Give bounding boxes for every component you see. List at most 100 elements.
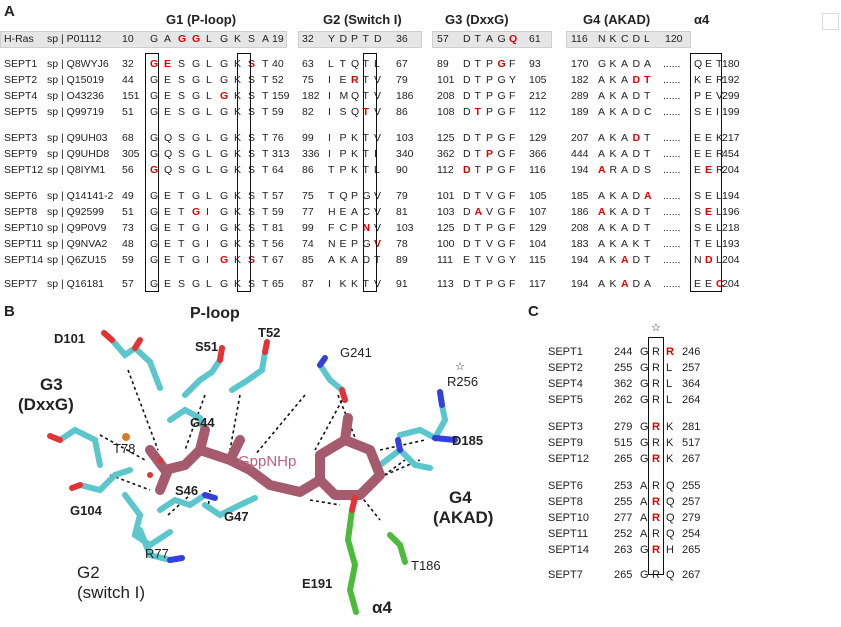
g1-residue: G	[192, 206, 201, 218]
gap-dots: ......	[663, 222, 681, 234]
g3-end: 129	[529, 132, 547, 144]
alpha4-residue: L	[716, 206, 722, 218]
g2-start: 75	[302, 190, 314, 202]
panel-c-row: SEPT8 255 A R Q 257	[548, 494, 700, 510]
alignment-row: SEPT11 sp | Q9NVA2 48 G E T G I G K S T 56 74 N E P G V 78 1…	[0, 237, 841, 251]
g3-residue: T	[474, 222, 481, 234]
g4-residue: A	[598, 148, 606, 160]
g1-residue: E	[164, 254, 172, 266]
end-number: 257	[682, 496, 701, 508]
label-r77: R77	[145, 546, 169, 561]
g3-residue: D	[463, 90, 471, 102]
g1-residue: Q	[164, 164, 173, 176]
g1-start: 32	[122, 58, 134, 70]
hras-g3-residue: T	[474, 33, 481, 45]
g3-start: 101	[437, 74, 455, 86]
g2-residue: V	[374, 222, 382, 234]
hras-g1-start: 10	[122, 33, 134, 45]
accession: sp | Q8IYM1	[47, 164, 106, 176]
g2-residue: Q	[351, 106, 360, 118]
g4-title: G4 (AKAD)	[583, 12, 651, 27]
g1-residue: S	[248, 164, 256, 176]
g1-residue: G	[192, 74, 201, 86]
g1-residue: G	[150, 206, 159, 218]
start-number: 263	[614, 544, 633, 556]
g1-residue: G	[192, 90, 201, 102]
g4-residue: R	[609, 164, 618, 176]
g1-residue: T	[262, 132, 269, 144]
accession: sp | Q14141-2	[47, 190, 114, 202]
g1-residue: S	[178, 164, 186, 176]
g1-end: 313	[272, 148, 290, 160]
g4-residue: K	[609, 190, 617, 202]
accession: sp | Q9NVA2	[47, 238, 108, 250]
alpha4-box	[690, 53, 722, 292]
alpha4-residue: E	[705, 132, 713, 144]
start-number: 255	[614, 362, 633, 374]
label-t78: T78	[113, 441, 136, 456]
panel-c-row: SEPT5 262 G R L 264	[548, 392, 700, 408]
label-d101: D101	[54, 331, 86, 346]
g2-end: 89	[396, 254, 408, 266]
g2-residue: V	[374, 190, 382, 202]
alpha4-residue: E	[705, 238, 713, 250]
g3-residue: D	[463, 238, 471, 250]
panel-c-box	[648, 337, 664, 575]
septin-name: SEPT3	[4, 132, 38, 144]
g2-start: 99	[302, 222, 314, 234]
g3-residue: P	[486, 58, 494, 70]
g2-residue: T	[339, 58, 346, 70]
g2-title: G2 (Switch I)	[323, 12, 402, 27]
residue-c: K	[666, 453, 674, 465]
g3-residue: F	[509, 278, 516, 290]
panel-c-row: SEPT2 255 G R L 257	[548, 360, 700, 376]
g2-residue: T	[374, 254, 381, 266]
g3-residue: G	[497, 222, 506, 234]
residue-c: L	[666, 362, 673, 374]
g3-start: 208	[437, 90, 455, 102]
g3-residue: T	[474, 148, 481, 160]
g2-residue: P	[339, 148, 347, 160]
g4-residue: A	[621, 206, 629, 218]
g3-residue: V	[486, 190, 494, 202]
g1-residue: I	[206, 238, 209, 250]
g3-residue: G	[497, 132, 506, 144]
g1-residue: T	[178, 206, 185, 218]
g2-residue: I	[328, 90, 331, 102]
g4-residue: K	[632, 238, 640, 250]
hras-g1-residue: S	[248, 33, 256, 45]
end-number: 257	[682, 362, 701, 374]
g2-start: 99	[302, 132, 314, 144]
gap-dots: ......	[663, 148, 681, 160]
g4-residue: A	[621, 106, 629, 118]
g1-start: 48	[122, 238, 134, 250]
residue-r: R	[652, 528, 660, 540]
g1-residue: S	[248, 90, 256, 102]
gppnhp-structure	[47, 330, 458, 615]
g3-residue: F	[509, 238, 516, 250]
g1-residue: L	[206, 278, 212, 290]
g3-residue: F	[509, 132, 516, 144]
g2-residue: K	[351, 148, 359, 160]
gap-dots: ......	[663, 190, 681, 202]
hras-g4-residue: N	[598, 33, 606, 45]
g1-residue: S	[248, 148, 256, 160]
septin-name: SEPT5	[4, 106, 38, 118]
start-number: 277	[614, 512, 633, 524]
start-number: 253	[614, 480, 633, 492]
alignment-row: SEPT14 sp | Q6ZU15 59 G E T G I G K S T 67 85 A K A D T 89 1…	[0, 253, 841, 267]
septin-name: SEPT1	[4, 58, 38, 70]
alpha4-residue: E	[694, 278, 702, 290]
alpha4-residue: T	[716, 58, 723, 70]
gap-dots: ......	[663, 58, 681, 70]
g2-residue: N	[328, 238, 336, 250]
corner-marker	[822, 13, 839, 30]
hras-band-g4	[566, 31, 691, 48]
g1-residue: G	[220, 132, 229, 144]
g3-residue: D	[463, 206, 471, 218]
residue-a: A	[640, 528, 648, 540]
alpha4-residue: E	[705, 74, 713, 86]
alpha4-residue: E	[694, 148, 702, 160]
septin-name: SEPT10	[548, 512, 589, 524]
residue-c: Q	[666, 480, 675, 492]
